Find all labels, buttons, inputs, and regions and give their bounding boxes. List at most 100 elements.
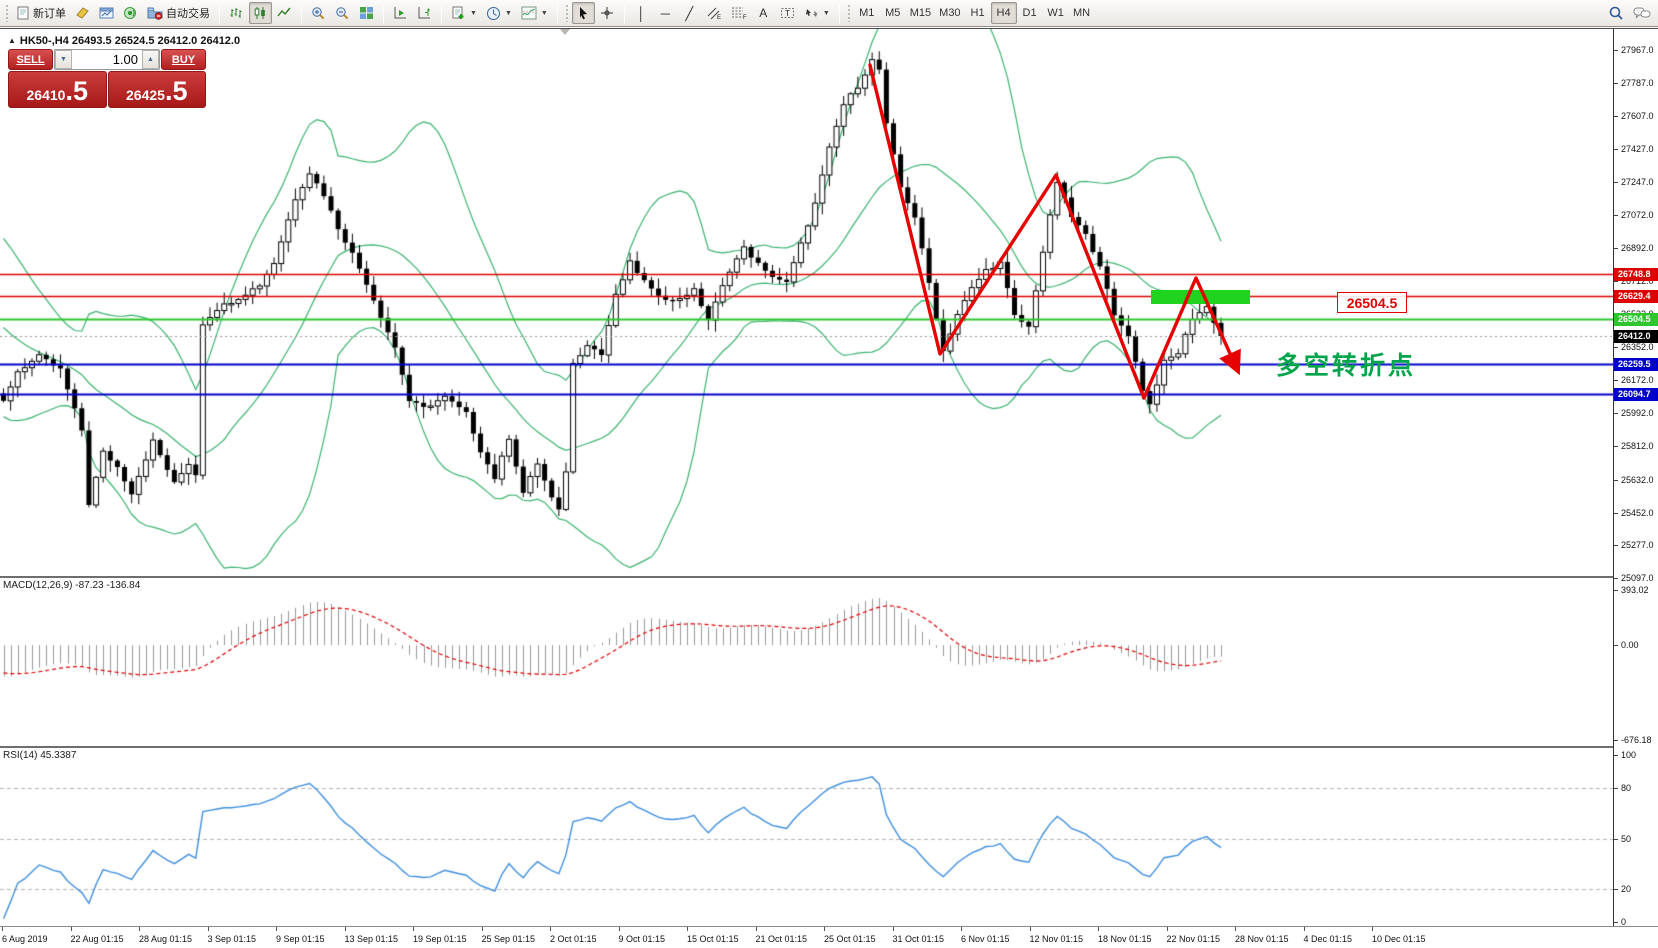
axis-tick-label: 50 (1613, 834, 1631, 844)
axis-tick-label: 27967.0 (1614, 45, 1654, 55)
buy-price-button[interactable]: 26425.5 (107, 71, 206, 108)
macd-plot[interactable] (0, 578, 1613, 746)
zoom-in-button[interactable] (307, 2, 330, 24)
bar-chart-icon (230, 8, 242, 18)
symbol-list-icon[interactable]: ▲ (8, 36, 16, 45)
toolbar-separator (441, 3, 442, 23)
sell-price-button[interactable]: 26410.5 (8, 71, 107, 108)
axis-tick-label: 20 (1613, 884, 1631, 894)
trend-zigzag-annotation[interactable] (868, 63, 1241, 400)
zoom-out-button[interactable] (331, 2, 354, 24)
pane-separator[interactable] (0, 746, 1658, 748)
main-chart-pane: ▲ HK50-,H4 26493.5 26524.5 26412.0 26412.… (0, 29, 1613, 576)
chart-title: ▲ HK50-,H4 26493.5 26524.5 26412.0 26412.… (8, 35, 240, 47)
arrows-button[interactable]: ▼ (800, 2, 834, 24)
volume-input[interactable] (72, 50, 142, 69)
tile-windows-button[interactable] (355, 2, 378, 24)
pane-separator (0, 926, 1658, 927)
timeframe-h4[interactable]: H4 (990, 2, 1017, 24)
fibonacci-button[interactable]: F (727, 2, 751, 24)
periodicity-button[interactable]: ▼ (482, 2, 516, 24)
crosshair-button[interactable] (596, 2, 619, 24)
bar-chart-button[interactable] (225, 2, 248, 24)
text-label-button[interactable]: T (776, 2, 799, 24)
toolbar-separator (219, 3, 220, 23)
timeframe-d1[interactable]: D1 (1022, 7, 1037, 19)
new-template-button[interactable]: ▼ (447, 2, 481, 24)
sell-price-fraction: .5 (65, 76, 88, 106)
date-tick-label: 22 Aug 01:15 (70, 927, 124, 944)
chat-button[interactable] (1629, 2, 1655, 24)
signal-button[interactable] (119, 2, 142, 24)
cursor-icon (579, 7, 587, 20)
axis-tick-label: 25992.0 (1614, 408, 1654, 418)
highlight-bar-annotation[interactable] (1151, 290, 1250, 304)
toolbar-grip[interactable] (846, 4, 851, 22)
axis-tick-label: 26172.0 (1614, 375, 1654, 385)
buy-button[interactable]: BUY (161, 49, 206, 70)
new-order-button[interactable]: 新订单 (12, 2, 70, 24)
timeframe-mn[interactable]: MN (1073, 7, 1091, 19)
buy-price-main: 26425 (126, 87, 165, 103)
timeframe-m5[interactable]: M5 (885, 7, 901, 19)
axis-tick-label: 25632.0 (1614, 475, 1654, 485)
price-tag: 26504.5 (1614, 312, 1658, 326)
axis-tick-label: 27427.0 (1614, 144, 1654, 154)
axis-tick-label: 25452.0 (1614, 508, 1654, 518)
timeframe-h1[interactable]: H1 (970, 7, 985, 19)
cursor-button[interactable] (571, 2, 595, 24)
trendline-button[interactable]: ╱ (678, 2, 701, 24)
price-flag-annotation[interactable]: 26504.5 (1337, 292, 1407, 313)
text-label-icon: T (780, 8, 794, 18)
axis-tick-label: 26352.0 (1614, 342, 1654, 352)
tile-windows-icon (360, 7, 373, 19)
price-tag: 26629.4 (1614, 289, 1658, 303)
toolbar-grip[interactable] (564, 4, 569, 22)
date-axis[interactable]: 6 Aug 2019 22 Aug 01:15 28 Aug 01:15 3 Sep … (0, 927, 1658, 948)
axis-tick-label: 25277.0 (1614, 540, 1654, 550)
axis-tick-label: 27072.0 (1614, 210, 1654, 220)
new-chart-button[interactable] (95, 2, 118, 24)
chart-window: ▲ HK50-,H4 26493.5 26524.5 26412.0 26412.… (0, 28, 1658, 948)
timeframe-m1[interactable]: M1 (859, 7, 875, 19)
autotrading-button[interactable]: 自动交易 (143, 2, 214, 24)
date-tick-label: 9 Sep 01:15 (276, 927, 325, 944)
axis-tick-label: 27607.0 (1614, 111, 1654, 121)
vertical-line-button[interactable]: │ (630, 2, 653, 24)
zoom-in-icon (312, 6, 325, 19)
splitter-grip[interactable] (560, 29, 570, 35)
rsi-plot[interactable] (0, 748, 1613, 926)
chart-shift-button[interactable] (413, 2, 436, 24)
pane-separator[interactable] (0, 576, 1658, 578)
styles-button[interactable] (71, 2, 94, 24)
timeframe-w1[interactable]: W1 (1047, 7, 1064, 19)
axis-tick-label: 26892.0 (1614, 243, 1654, 253)
equidistant-channel-icon: E (707, 7, 721, 20)
equidistant-channel-button[interactable]: E (702, 2, 726, 24)
indicators-icon (521, 6, 537, 20)
auto-scroll-button[interactable] (389, 2, 412, 24)
price-tag: 26412.0 (1614, 329, 1658, 343)
chart-annotations-overlay (868, 63, 1250, 400)
candlestick-button[interactable] (249, 2, 272, 24)
date-tick-label: 6 Aug 2019 (2, 927, 48, 944)
sell-button[interactable]: SELL (8, 49, 53, 70)
rsi-pane: RSI(14) 45.3387 (0, 748, 1613, 926)
timeframe-m15[interactable]: M15 (909, 7, 932, 19)
search-button[interactable] (1604, 2, 1628, 24)
volume-decrease-button[interactable]: ▼ (55, 50, 72, 69)
svg-text:F: F (743, 15, 747, 20)
price-axis[interactable]: 27967.0 27787.0 27607.0 27427.0 27247.0 27072… (1613, 29, 1658, 927)
toolbar-grip[interactable] (5, 4, 9, 22)
autotrading-label: 自动交易 (166, 8, 210, 20)
turning-point-note[interactable]: 多空转折点 (1276, 352, 1417, 380)
line-chart-icon (277, 7, 291, 17)
svg-text:T: T (785, 9, 790, 18)
toolbar-separator (383, 3, 384, 23)
text-button[interactable]: A (752, 2, 775, 24)
horizontal-line-button[interactable]: ─ (654, 2, 677, 24)
volume-increase-button[interactable]: ▲ (142, 50, 159, 69)
line-chart-button[interactable] (273, 2, 296, 24)
timeframe-m30[interactable]: M30 (939, 7, 961, 19)
indicators-button[interactable]: ▼ (517, 2, 552, 24)
